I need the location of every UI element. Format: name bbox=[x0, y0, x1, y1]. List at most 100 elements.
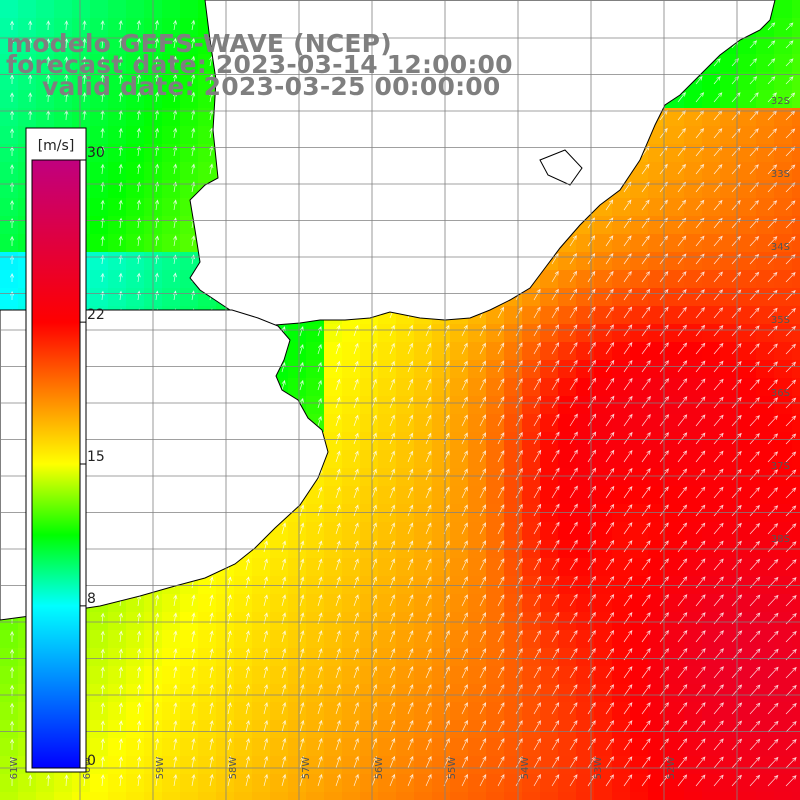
wind-arrow bbox=[569, 253, 577, 265]
wind-arrow bbox=[425, 342, 432, 355]
wind-arrow bbox=[587, 521, 596, 535]
wind-arrow bbox=[587, 593, 596, 607]
wind-arrow bbox=[551, 413, 560, 427]
wind-arrow bbox=[695, 504, 706, 517]
wind-arrow bbox=[587, 738, 596, 751]
wind-arrow bbox=[569, 467, 578, 481]
wind-arrow bbox=[623, 270, 632, 283]
wind-arrow bbox=[9, 235, 15, 247]
lon-label: 54W bbox=[520, 757, 531, 780]
wind-arrow bbox=[731, 128, 741, 139]
wind-arrow bbox=[137, 756, 142, 769]
wind-arrow bbox=[407, 432, 414, 445]
wind-arrow bbox=[677, 342, 688, 355]
wind-arrow bbox=[461, 719, 468, 733]
wind-arrow bbox=[731, 271, 742, 283]
wind-arrow bbox=[209, 576, 214, 589]
wind-arrow bbox=[118, 235, 123, 247]
wind-arrow bbox=[335, 540, 341, 553]
wind-arrow bbox=[731, 164, 741, 175]
wind-arrow bbox=[191, 127, 196, 139]
wind-arrow bbox=[299, 666, 305, 679]
wind-arrow bbox=[497, 684, 505, 697]
wind-arrow bbox=[154, 55, 159, 67]
wind-arrow bbox=[479, 522, 486, 535]
wind-arrow bbox=[461, 414, 468, 427]
wind-arrow bbox=[695, 432, 706, 445]
wind-arrow bbox=[407, 594, 414, 607]
wind-arrow bbox=[767, 756, 779, 769]
colorbar-tick-label: 15 bbox=[87, 449, 105, 465]
wind-arrow bbox=[605, 666, 615, 679]
wind-arrow bbox=[371, 755, 378, 769]
wind-arrow bbox=[641, 756, 651, 769]
lon-label: 60W bbox=[82, 757, 93, 780]
lat-label: 38S bbox=[771, 534, 790, 545]
wind-arrow bbox=[118, 199, 123, 211]
wind-arrow bbox=[191, 738, 196, 751]
wind-arrow bbox=[695, 163, 705, 175]
wind-arrow bbox=[281, 522, 287, 535]
wind-arrow bbox=[731, 325, 742, 337]
wind-arrow bbox=[587, 431, 597, 445]
wind-arrow bbox=[677, 91, 686, 103]
wind-arrow bbox=[497, 414, 505, 427]
wind-arrow bbox=[335, 450, 341, 463]
wind-arrow bbox=[551, 503, 560, 517]
wind-arrow bbox=[551, 684, 560, 697]
wind-arrow bbox=[407, 684, 414, 697]
wind-arrow bbox=[263, 737, 269, 751]
wind-arrow bbox=[623, 774, 633, 787]
lon-label: 59W bbox=[155, 757, 166, 780]
wind-arrow bbox=[749, 128, 759, 139]
colorbar-gradient bbox=[31, 159, 81, 769]
wind-arrow bbox=[136, 127, 141, 139]
wind-arrow bbox=[749, 40, 758, 49]
wind-arrow bbox=[245, 755, 250, 769]
colorbar-tick-label: 30 bbox=[87, 145, 105, 161]
forecast-date: forecast date: 2023-03-14 12:00:00 bbox=[6, 50, 513, 79]
wind-arrow bbox=[317, 630, 323, 643]
wind-arrow bbox=[209, 720, 214, 733]
wind-arrow bbox=[335, 737, 341, 751]
wind-arrow bbox=[641, 576, 651, 589]
wind-arrow bbox=[425, 522, 432, 535]
wind-arrow bbox=[677, 576, 688, 589]
lon-label: 57W bbox=[301, 757, 312, 780]
wind-arrow bbox=[173, 163, 178, 175]
wind-arrow bbox=[605, 235, 614, 247]
wind-arrow bbox=[299, 773, 305, 787]
wind-arrow bbox=[407, 468, 414, 481]
wind-arrow bbox=[605, 485, 615, 499]
wind-arrow bbox=[623, 558, 633, 571]
wind-arrow bbox=[371, 576, 377, 589]
wind-arrow bbox=[641, 720, 651, 733]
wind-arrow bbox=[28, 92, 33, 103]
wind-arrow bbox=[317, 576, 323, 589]
wind-arrow bbox=[749, 379, 760, 391]
wind-arrow bbox=[569, 413, 578, 427]
wind-arrow bbox=[605, 449, 615, 463]
wind-arrow bbox=[136, 37, 141, 49]
wind-arrow bbox=[118, 38, 123, 49]
wind-arrow bbox=[533, 720, 541, 733]
wind-arrow bbox=[118, 756, 123, 769]
wind-arrow bbox=[713, 128, 723, 139]
wind-arrow bbox=[785, 58, 794, 67]
wind-arrow bbox=[767, 58, 776, 67]
wind-arrow bbox=[100, 756, 105, 769]
wind-arrow bbox=[713, 720, 724, 733]
wind-arrow bbox=[677, 684, 688, 697]
wind-arrow bbox=[497, 450, 505, 463]
wind-arrow bbox=[425, 414, 432, 427]
wind-arrow bbox=[767, 236, 778, 247]
wind-arrow bbox=[785, 379, 797, 391]
wind-arrow bbox=[461, 666, 468, 679]
wind-arrow bbox=[623, 594, 633, 607]
wind-arrow bbox=[461, 755, 468, 769]
wind-arrow bbox=[299, 558, 305, 571]
wind-arrow bbox=[641, 306, 651, 319]
wind-arrow bbox=[677, 324, 687, 337]
wind-arrow bbox=[605, 702, 615, 715]
wind-arrow bbox=[173, 235, 178, 247]
